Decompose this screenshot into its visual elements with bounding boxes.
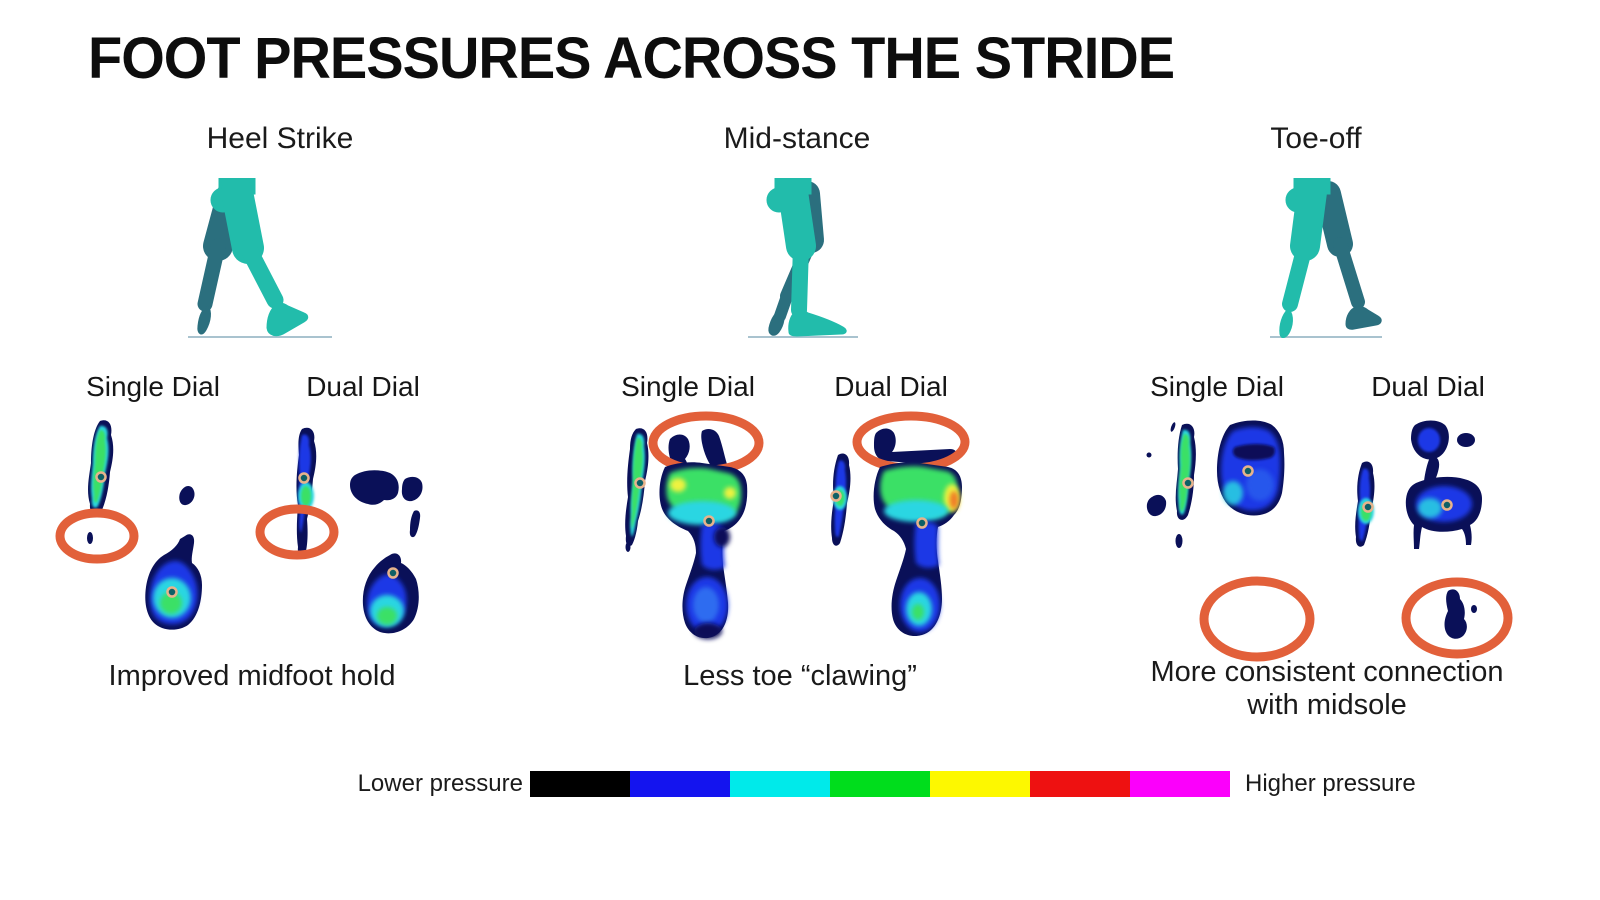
- dial-marker: [703, 515, 715, 527]
- pressure-dot-dual: [1471, 605, 1477, 613]
- front-leg-silhouette: [766, 178, 847, 337]
- pressure-blob-dual-midfoot: [1405, 476, 1482, 549]
- phase-label-mid-stance: Mid-stance: [723, 122, 871, 155]
- pressure-blob-dual-strip: [1355, 461, 1375, 547]
- pressure-blob-single-strip: [1175, 423, 1196, 520]
- legend-swatch: [630, 771, 730, 797]
- pressure-blob-single-toe: [179, 485, 195, 506]
- highlight-circle-dual-midfoot: [255, 504, 339, 560]
- pressure-blob-single-lateral: [1146, 494, 1167, 517]
- leg-illustration-mid-stance: [748, 178, 858, 338]
- pressure-blob-dual-foot: [873, 462, 962, 637]
- phase-label-toe-off: Toe-off: [1270, 122, 1362, 155]
- legend-swatch: [1030, 771, 1130, 797]
- leg-illustration-heel-strike: [188, 178, 332, 338]
- legend-color-bar: [530, 771, 1230, 797]
- dial-marker: [1441, 499, 1453, 511]
- pressure-blob-dual-strip: [296, 427, 317, 558]
- heatmap-heel-strike: [55, 420, 423, 634]
- caption-mid-stance: Less toe “clawing”: [683, 660, 917, 692]
- pressure-blob-dual-strip: [830, 453, 851, 546]
- dial-marker: [95, 471, 107, 483]
- legend-swatch: [930, 771, 1030, 797]
- pressure-blob-dual-forefoot: [1411, 420, 1475, 483]
- dial-marker: [298, 472, 310, 484]
- pressure-blob-dual-forefoot: [350, 470, 399, 505]
- leg-illustration-toe-off: [1270, 178, 1382, 339]
- single-dial-label-1: Single Dial: [86, 371, 220, 402]
- pressure-blob-dual-contact: [1444, 589, 1467, 639]
- dial-marker: [830, 490, 842, 502]
- pressure-tick-single: [1170, 422, 1176, 432]
- pressure-dot-single: [625, 542, 631, 552]
- legend-swatch: [830, 771, 930, 797]
- legend-swatch: [730, 771, 830, 797]
- legend-swatch: [530, 771, 630, 797]
- pressure-blob-single-toe-2: [701, 428, 728, 470]
- front-leg-silhouette: [1279, 178, 1331, 339]
- back-leg-silhouette: [1315, 181, 1382, 330]
- legend-lower-label: Lower pressure: [357, 770, 523, 797]
- caption-toe-off-line2: with midsole: [1247, 689, 1407, 722]
- dial-marker: [916, 517, 928, 529]
- dual-dial-label-2: Dual Dial: [834, 371, 948, 402]
- legend-swatch: [1130, 771, 1230, 797]
- highlight-circle-single-midfoot: [55, 508, 139, 564]
- pressure-blob-single-foot: [659, 462, 748, 639]
- dual-dial-label-1: Dual Dial: [306, 371, 420, 402]
- dial-marker: [1242, 465, 1254, 477]
- pressure-blob-dual-forefoot-3: [409, 510, 421, 538]
- phase-label-heel-strike: Heel Strike: [206, 122, 354, 155]
- dial-marker: [1362, 501, 1374, 513]
- pressure-blob-single-medial: [1217, 420, 1285, 516]
- pressure-blob-single-heel: [145, 534, 202, 630]
- dial-marker: [166, 586, 178, 598]
- dial-marker: [1182, 477, 1194, 489]
- highlight-circle-dual-midsole: [1401, 577, 1513, 659]
- dual-dial-label-3: Dual Dial: [1371, 371, 1485, 402]
- legend-higher-label: Higher pressure: [1245, 770, 1416, 797]
- pressure-blob-dual-heel: [362, 553, 419, 634]
- pressure-dot-single: [87, 532, 93, 544]
- page-title: FOOT PRESSURES ACROSS THE STRIDE: [88, 25, 1175, 91]
- pressure-legend: Lower pressure Higher pressure: [348, 768, 1458, 800]
- highlight-circle-single-empty: [1199, 576, 1315, 662]
- pressure-dot-single: [1175, 534, 1183, 548]
- pressure-blob-single-strip: [625, 428, 649, 546]
- dial-marker: [387, 567, 399, 579]
- pressure-dot-single-small: [1146, 452, 1152, 458]
- heatmap-mid-stance: [625, 411, 970, 639]
- dial-marker: [634, 477, 646, 489]
- heatmap-toe-off: [1146, 420, 1513, 662]
- caption-toe-off-line1: More consistent connection: [1150, 656, 1504, 688]
- single-dial-label-2: Single Dial: [621, 371, 755, 402]
- single-dial-label-3: Single Dial: [1150, 371, 1284, 402]
- pressure-blob-dual-forefoot-2: [401, 476, 423, 502]
- caption-toe-off: More consistent connection with midsole: [1117, 656, 1537, 723]
- pressure-blob-dual-toe: [874, 428, 957, 465]
- front-leg-silhouette: [210, 178, 309, 337]
- pressure-blob-single-strip: [88, 420, 114, 515]
- caption-heel-strike: Improved midfoot hold: [108, 660, 396, 692]
